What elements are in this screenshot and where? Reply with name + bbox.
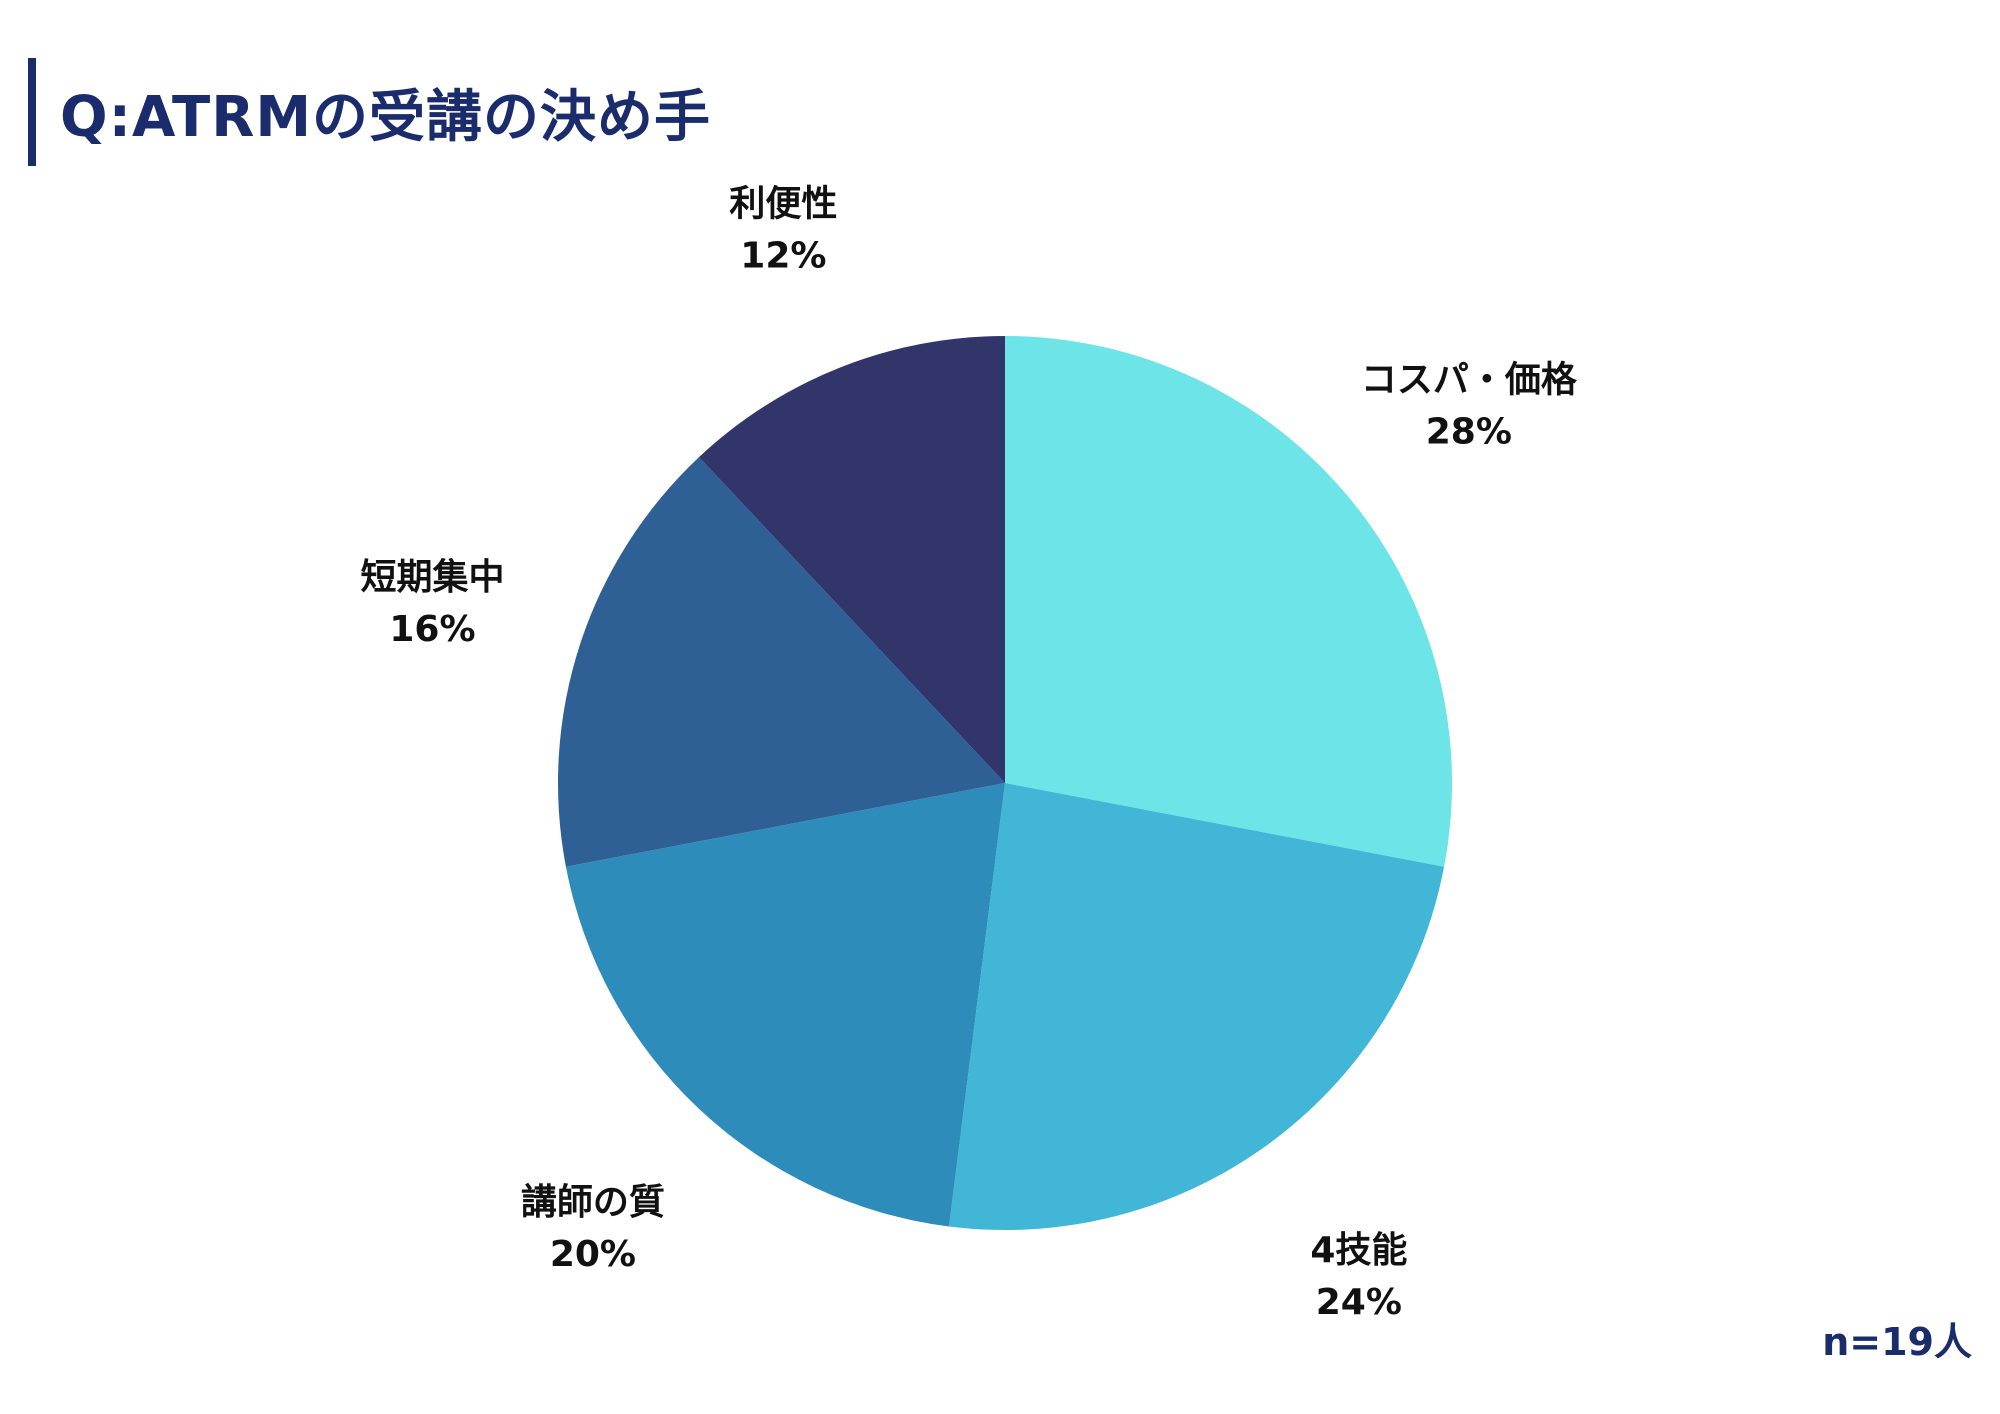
slice-label-group-2: 講師の質 20%: [521, 1181, 665, 1275]
pie-slice-2: [565, 783, 1005, 1227]
slice-category-label: 4技能: [1310, 1230, 1407, 1271]
slice-label-group-4: 利便性 12%: [729, 183, 837, 276]
slice-percent-label: 16%: [389, 609, 475, 650]
pie-slice-0: [1005, 336, 1452, 867]
pie-slice-4: [699, 336, 1005, 783]
slice-percent-label: 24%: [1316, 1282, 1402, 1323]
slice-label-group-0: コスパ・価格 28%: [1361, 359, 1578, 452]
pie-slice-3: [558, 457, 1005, 867]
slice-category-label: 講師の質: [521, 1181, 665, 1223]
slice-category-label: 短期集中: [360, 557, 504, 598]
slice-category-label: コスパ・価格: [1361, 359, 1578, 400]
slice-label-group-3: 短期集中 16%: [360, 557, 504, 650]
chart-title: Q:ATRMの受講の決め手: [60, 85, 712, 150]
pie-slice-1: [948, 783, 1445, 1230]
slice-percent-label: 28%: [1426, 411, 1512, 452]
sample-size-note: n=19人: [1822, 1320, 1972, 1364]
slice-category-label: 利便性: [729, 183, 837, 224]
slice-percent-label: 12%: [740, 235, 826, 276]
title-accent-bar: [28, 58, 36, 166]
slice-percent-label: 20%: [550, 1234, 636, 1275]
